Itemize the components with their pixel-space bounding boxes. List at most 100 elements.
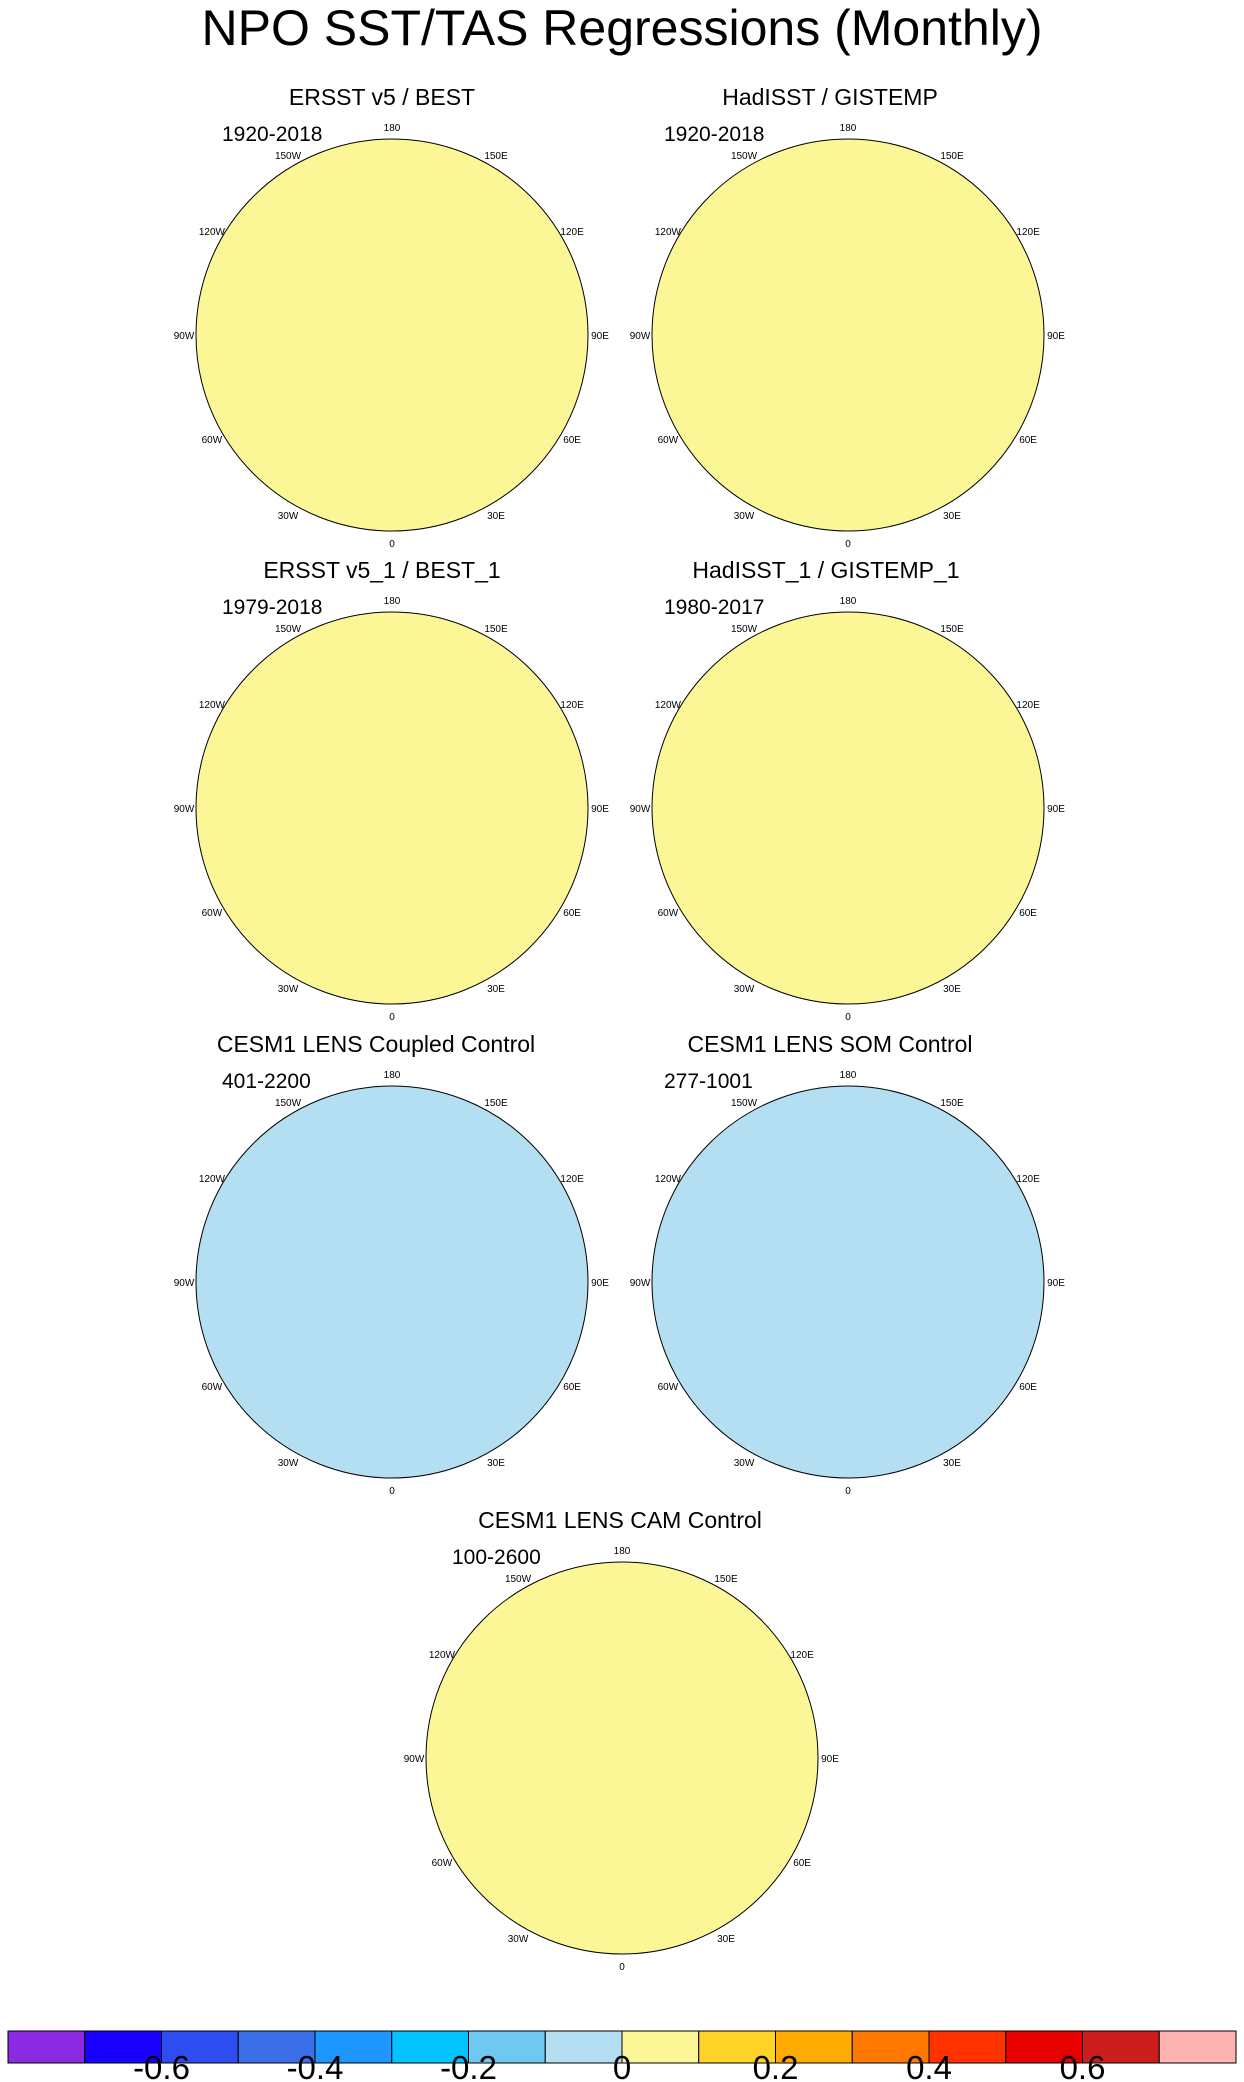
longitude-label: 150W: [275, 624, 302, 635]
longitude-label: 90W: [174, 1278, 195, 1289]
map-background-field: [652, 139, 1044, 531]
longitude-label: 150W: [505, 1574, 532, 1585]
longitude-label: 30E: [487, 984, 505, 995]
panel-title: CESM1 LENS Coupled Control: [217, 1031, 535, 1057]
panel-title: HadISST / GISTEMP: [722, 84, 938, 110]
longitude-label: 150E: [940, 624, 964, 635]
map-outline: [651, 1085, 1045, 1479]
colorbar-swatch: [84, 2030, 162, 2064]
longitude-label: 180: [840, 596, 857, 607]
longitude-label: 60E: [563, 435, 581, 446]
longitude-label: 90E: [1047, 804, 1065, 815]
panel-title: ERSST v5 / BEST: [289, 84, 475, 110]
colorbar-swatch: [775, 2030, 853, 2064]
longitude-label: 120E: [790, 1650, 814, 1661]
panel-period: 1979-2018: [222, 596, 322, 619]
colorbar-swatch: [621, 2030, 700, 2064]
longitude-label: 60W: [202, 435, 223, 446]
map-background-field: [652, 1086, 1044, 1478]
colorbar-tick-label: -0.4: [287, 2049, 344, 2082]
map-outline: [195, 611, 589, 1005]
colorbar: -0.6 -0.4 -0.2 0 0.2 0.4 0.6: [7, 2030, 1237, 2082]
colorbar-swatch: [314, 2030, 393, 2064]
longitude-label: 0: [619, 1962, 625, 1973]
longitude-label: 0: [845, 1012, 851, 1023]
longitude-label: 0: [389, 539, 395, 550]
longitude-label: 60E: [1019, 908, 1037, 919]
longitude-label: 150W: [731, 1098, 758, 1109]
longitude-label: 30E: [943, 1458, 961, 1469]
longitude-label: 0: [389, 1012, 395, 1023]
longitude-label: 90E: [591, 804, 609, 815]
longitude-label: 90E: [1047, 331, 1065, 342]
map-outline: [651, 611, 1045, 1005]
longitude-label: 120W: [199, 700, 226, 711]
map-panel: 180 150E 120E 90E 60E 30E 0 30W 60W 90W 120W 150W ER…: [174, 557, 610, 1023]
panel-period: 1980-2017: [664, 596, 764, 619]
longitude-label: 90W: [174, 804, 195, 815]
longitude-label: 120E: [1016, 227, 1040, 238]
longitude-label: 30W: [734, 511, 755, 522]
panel-period: 277-1001: [664, 1070, 753, 1093]
longitude-label: 60E: [1019, 1382, 1037, 1393]
longitude-label: 30W: [278, 984, 299, 995]
longitude-label: 30E: [717, 1934, 735, 1945]
panel-period: 401-2200: [222, 1070, 311, 1093]
longitude-label: 60E: [1019, 435, 1037, 446]
panel-period: 100-2600: [452, 1546, 541, 1569]
longitude-label: 30E: [943, 511, 961, 522]
panel-title: HadISST_1 / GISTEMP_1: [692, 557, 959, 583]
longitude-label: 120W: [429, 1650, 456, 1661]
panel-period: 1920-2018: [664, 123, 764, 146]
map-panels: 180 150E 120E 90E 60E 30E 0 30W 60W 90W 120W 150W ER…: [174, 84, 1066, 1973]
longitude-label: 60E: [563, 1382, 581, 1393]
panel-title: CESM1 LENS CAM Control: [478, 1507, 762, 1533]
longitude-label: 150E: [940, 151, 964, 162]
map-outline: [651, 138, 1045, 532]
map-outline: [195, 138, 589, 532]
longitude-label: 30W: [278, 511, 299, 522]
longitude-label: 0: [845, 1486, 851, 1497]
colorbar-swatch: [7, 2030, 86, 2064]
longitude-label: 90E: [821, 1754, 839, 1765]
colorbar-swatch: [1082, 2030, 1160, 2064]
colorbar-tick-label: 0: [613, 2049, 631, 2082]
longitude-label: 90W: [630, 331, 651, 342]
colorbar-swatch: [928, 2030, 1007, 2064]
longitude-label: 120E: [560, 227, 584, 238]
map-outline: [425, 1561, 819, 1955]
longitude-label: 150E: [484, 624, 508, 635]
colorbar-swatch: [161, 2030, 239, 2064]
longitude-label: 90W: [630, 1278, 651, 1289]
longitude-label: 150E: [940, 1098, 964, 1109]
longitude-label: 90E: [1047, 1278, 1065, 1289]
longitude-label: 60W: [202, 908, 223, 919]
colorbar-swatch: [468, 2030, 546, 2064]
longitude-label: 60W: [658, 435, 679, 446]
longitude-label: 180: [384, 1070, 401, 1081]
map-background-field: [426, 1562, 818, 1954]
longitude-label: 180: [840, 123, 857, 134]
longitude-label: 150E: [484, 151, 508, 162]
map-panel: 180 150E 120E 90E 60E 30E 0 30W 60W 90W 120W 150W CE…: [630, 1031, 1066, 1497]
longitude-label: 150W: [731, 624, 758, 635]
panel-title: CESM1 LENS SOM Control: [687, 1031, 972, 1057]
longitude-label: 120W: [655, 700, 682, 711]
map-outline: [195, 1085, 589, 1479]
longitude-label: 90W: [174, 331, 195, 342]
longitude-label: 150E: [714, 1574, 738, 1585]
longitude-label: 90E: [591, 331, 609, 342]
figure-title: NPO SST/TAS Regressions (Monthly): [202, 0, 1043, 56]
longitude-label: 60W: [202, 1382, 223, 1393]
longitude-label: 30W: [734, 984, 755, 995]
longitude-label: 120E: [560, 700, 584, 711]
longitude-label: 90W: [630, 804, 651, 815]
map-panel: 180 150E 120E 90E 60E 30E 0 30W 60W 90W 120W 150W ER…: [174, 84, 610, 550]
longitude-label: 60W: [432, 1858, 453, 1869]
longitude-label: 60E: [793, 1858, 811, 1869]
longitude-label: 0: [389, 1486, 395, 1497]
longitude-label: 120E: [560, 1174, 584, 1185]
longitude-label: 60W: [658, 908, 679, 919]
longitude-label: 120E: [1016, 700, 1040, 711]
map-background-field: [196, 612, 588, 1004]
